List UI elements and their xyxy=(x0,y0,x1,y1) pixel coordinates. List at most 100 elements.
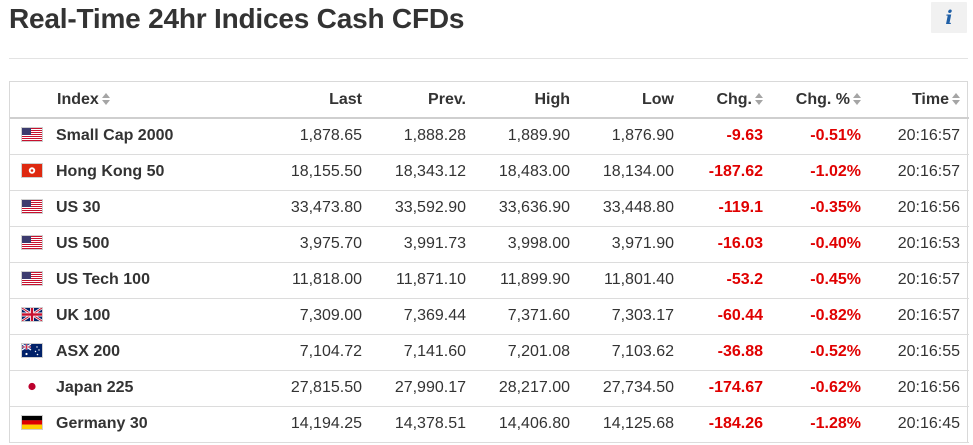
change-percent-cell: -0.45% xyxy=(810,271,861,288)
high-cell: 7,201.08 xyxy=(507,343,570,360)
column-header-last: Last xyxy=(329,90,362,108)
column-header-low: Low xyxy=(642,90,674,108)
change-percent-cell: -0.82% xyxy=(810,307,861,324)
table-row: Hong Kong 50 18,155.50 18,343.12 18,483.00 1… xyxy=(10,154,969,190)
table-row: US Tech 100 11,818.00 11,871.10 11,899.90 11… xyxy=(10,262,969,298)
change-percent-cell: -0.35% xyxy=(810,199,861,216)
page-title: Real-Time 24hr Indices Cash CFDs xyxy=(9,3,465,34)
uk-flag-icon xyxy=(21,307,43,322)
change-cell: -119.1 xyxy=(718,199,763,216)
table-row: Small Cap 2000 1,878.65 1,888.28 1,889.90 1,… xyxy=(10,118,969,154)
prev-cell: 14,378.51 xyxy=(394,415,466,432)
change-percent-cell: -0.52% xyxy=(810,343,861,360)
table-header-row: Index Last Prev. High Low Chg. Chg. % Ti… xyxy=(10,82,969,118)
sort-icon[interactable] xyxy=(853,92,861,105)
index-cell: Germany 30 xyxy=(10,406,265,442)
index-cell: Small Cap 2000 xyxy=(10,118,265,154)
index-cell: US Tech 100 xyxy=(10,262,265,298)
table-row: Japan 225 27,815.50 27,990.17 28,217.00 27,7… xyxy=(10,370,969,406)
last-cell: 27,815.50 xyxy=(290,379,362,396)
column-header-time[interactable]: Time xyxy=(870,82,969,118)
column-header-high: High xyxy=(534,90,570,108)
hk-flag-icon xyxy=(21,163,43,178)
change-percent-cell: -0.40% xyxy=(810,235,861,252)
change-cell: -60.44 xyxy=(717,307,763,324)
high-cell: 28,217.00 xyxy=(498,379,570,396)
column-header-chg[interactable]: Chg. xyxy=(683,82,772,118)
index-name-link[interactable]: Germany 30 xyxy=(56,415,148,432)
prev-cell: 11,871.10 xyxy=(396,271,466,288)
change-percent-cell: -1.28% xyxy=(810,415,861,432)
index-name-link[interactable]: ASX 200 xyxy=(56,343,121,360)
low-cell: 3,971.90 xyxy=(611,235,674,252)
high-cell: 18,483.00 xyxy=(498,163,570,180)
last-cell: 7,309.00 xyxy=(299,307,362,324)
table-row: US 30 33,473.80 33,592.90 33,636.90 33,448.8… xyxy=(10,190,969,226)
change-cell: -16.03 xyxy=(717,235,763,252)
table-row: US 500 3,975.70 3,991.73 3,998.00 3,971.90 -1… xyxy=(10,226,969,262)
index-cell: Japan 225 xyxy=(10,370,265,406)
prev-cell: 1,888.28 xyxy=(403,127,466,145)
prev-cell: 18,343.12 xyxy=(394,163,466,180)
prev-cell: 33,592.90 xyxy=(394,199,466,216)
low-cell: 11,801.40 xyxy=(604,271,674,288)
last-cell: 33,473.80 xyxy=(290,199,362,216)
column-header-index[interactable]: Index xyxy=(10,82,265,118)
prev-cell: 7,369.44 xyxy=(403,307,466,324)
index-name-link[interactable]: US 30 xyxy=(56,199,101,216)
column-header-prev: Prev. xyxy=(428,90,466,108)
high-cell: 7,371.60 xyxy=(507,307,570,324)
title-divider xyxy=(9,58,968,59)
table-row: ASX 200 7,104.72 7,141.60 7,201.08 7,103.62 -… xyxy=(10,334,969,370)
high-cell: 14,406.80 xyxy=(498,415,570,432)
au-flag-icon xyxy=(21,343,43,358)
change-cell: -9.63 xyxy=(726,127,763,145)
high-cell: 33,636.90 xyxy=(498,199,570,216)
change-cell: -36.88 xyxy=(717,343,763,360)
change-cell: -174.67 xyxy=(708,379,763,396)
info-button[interactable]: i xyxy=(931,2,967,33)
indices-table-container: Index Last Prev. High Low Chg. Chg. % Ti… xyxy=(9,81,969,443)
prev-cell: 27,990.17 xyxy=(394,379,466,396)
de-flag-icon xyxy=(21,415,43,430)
us-flag-icon xyxy=(21,199,43,214)
us-flag-icon xyxy=(21,271,43,286)
last-cell: 1,878.65 xyxy=(299,127,362,145)
change-percent-cell: -0.62% xyxy=(810,379,861,396)
low-cell: 14,125.68 xyxy=(602,415,674,432)
low-cell: 7,103.62 xyxy=(611,343,674,360)
last-cell: 11,818.00 xyxy=(292,271,362,288)
index-name-link[interactable]: US 500 xyxy=(56,235,110,252)
index-cell: US 500 xyxy=(10,226,265,262)
last-cell: 14,194.25 xyxy=(290,415,362,432)
index-name-link[interactable]: Hong Kong 50 xyxy=(56,163,165,180)
high-cell: 1,889.90 xyxy=(507,127,570,145)
index-cell: ASX 200 xyxy=(10,334,265,370)
time-cell: 20:16:57 xyxy=(897,163,960,180)
jp-flag-icon xyxy=(21,379,43,394)
index-name-link[interactable]: US Tech 100 xyxy=(56,271,150,288)
change-cell: -187.62 xyxy=(708,163,763,180)
index-cell: UK 100 xyxy=(10,298,265,334)
index-name-link[interactable]: Small Cap 2000 xyxy=(56,127,174,145)
prev-cell: 3,991.73 xyxy=(403,235,466,252)
time-cell: 20:16:57 xyxy=(897,127,960,145)
index-cell: Hong Kong 50 xyxy=(10,154,265,190)
column-header-chg-pct[interactable]: Chg. % xyxy=(772,82,870,118)
us-flag-icon xyxy=(21,127,43,143)
time-cell: 20:16:53 xyxy=(897,235,960,252)
low-cell: 7,303.17 xyxy=(611,307,674,324)
index-name-link[interactable]: Japan 225 xyxy=(56,379,134,396)
change-percent-cell: -0.51% xyxy=(810,127,861,145)
table-row: UK 100 7,309.00 7,369.44 7,371.60 7,303.17 -6… xyxy=(10,298,969,334)
sort-icon[interactable] xyxy=(755,92,763,105)
info-icon: i xyxy=(945,6,953,29)
time-cell: 20:16:56 xyxy=(897,199,960,216)
high-cell: 3,998.00 xyxy=(507,235,570,252)
sort-icon[interactable] xyxy=(952,92,960,105)
change-percent-cell: -1.02% xyxy=(810,163,861,180)
change-cell: -184.26 xyxy=(708,415,763,432)
sort-icon[interactable] xyxy=(101,92,110,105)
index-name-link[interactable]: UK 100 xyxy=(56,307,111,324)
time-cell: 20:16:57 xyxy=(897,307,960,324)
